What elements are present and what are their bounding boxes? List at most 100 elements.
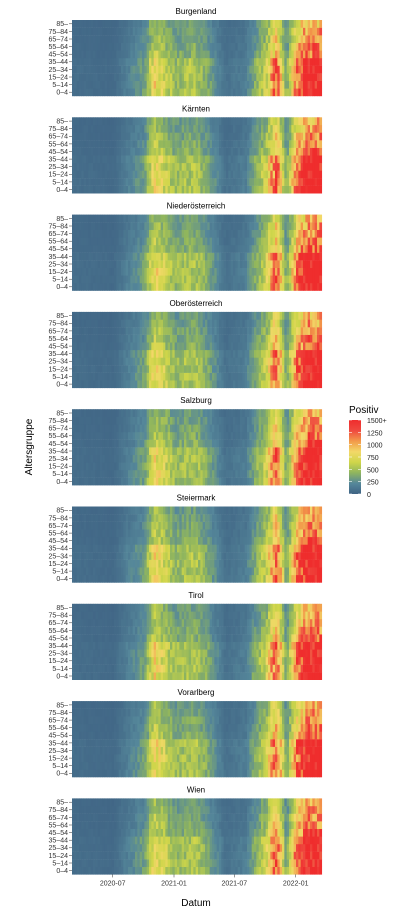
heatmap-cell — [284, 80, 288, 89]
heatmap-cell — [179, 267, 183, 276]
heatmap-cell — [76, 447, 80, 455]
heatmap-cell — [200, 50, 204, 59]
heatmap-cell — [135, 27, 138, 36]
heatmap-cell — [186, 275, 190, 284]
heatmap-cell — [300, 267, 304, 276]
heatmap-cell — [121, 454, 124, 463]
heatmap-cell — [144, 260, 148, 268]
heatmap-cell — [184, 283, 187, 291]
heatmap-cell — [174, 155, 178, 164]
heatmap-cell — [314, 88, 318, 97]
heatmap-cell — [74, 237, 78, 246]
heatmap-cell — [149, 65, 152, 74]
heatmap-cell — [107, 185, 110, 194]
heatmap-cell — [88, 237, 92, 246]
heatmap-cell — [198, 470, 201, 478]
heatmap-cell — [279, 365, 283, 373]
heatmap-cell — [153, 372, 157, 381]
heatmap-cell — [307, 170, 311, 179]
heatmap-cell — [214, 214, 218, 223]
heatmap-cell — [76, 147, 80, 156]
heatmap-cell — [135, 462, 138, 471]
heatmap-cell — [167, 454, 171, 463]
heatmap-cell — [170, 275, 173, 284]
heatmap-cell — [128, 178, 131, 186]
heatmap-cell — [97, 439, 101, 448]
heatmap-cell — [76, 50, 80, 59]
heatmap-cell — [291, 327, 295, 335]
heatmap-cell — [258, 20, 262, 28]
heatmap-cell — [223, 229, 227, 238]
heatmap-cell — [181, 372, 185, 381]
heatmap-cell — [165, 73, 169, 81]
heatmap-cell — [123, 155, 127, 164]
heatmap-cell — [300, 349, 304, 358]
heatmap-cell — [165, 80, 169, 89]
heatmap-cell — [144, 117, 148, 126]
heatmap-cell — [251, 155, 255, 164]
heatmap-cell — [128, 380, 131, 389]
heatmap-cell — [191, 245, 194, 253]
panel-title: Niederösterreich — [167, 202, 226, 211]
heatmap-cell — [153, 185, 157, 194]
heatmap-cell — [144, 252, 148, 261]
heatmap-cell — [76, 27, 80, 36]
heatmap-cell — [228, 349, 232, 358]
heatmap-cell — [153, 229, 157, 238]
heatmap-cell — [179, 58, 183, 66]
heatmap-cell — [305, 80, 309, 89]
heatmap-cell — [181, 27, 185, 36]
heatmap-cell — [90, 162, 94, 171]
heatmap-cell — [139, 357, 143, 366]
heatmap-cell — [156, 80, 159, 89]
heatmap-cell — [237, 20, 241, 28]
heatmap-cell — [240, 342, 243, 351]
heatmap-cell — [95, 35, 99, 43]
heatmap-cell — [317, 50, 320, 59]
heatmap-cell — [216, 185, 220, 194]
heatmap-cell — [205, 58, 208, 66]
heatmap-cell — [233, 214, 236, 223]
heatmap-cell — [128, 117, 131, 126]
heatmap-cell — [284, 349, 288, 358]
heatmap-cell — [198, 311, 201, 320]
heatmap-cell — [130, 432, 134, 440]
heatmap-cell — [212, 58, 215, 66]
heatmap-cell — [97, 80, 101, 89]
heatmap-cell — [95, 470, 99, 478]
heatmap-cell — [303, 20, 306, 28]
heatmap-cell — [125, 432, 129, 440]
heatmap-cell — [191, 327, 194, 335]
heatmap-cell — [228, 42, 232, 51]
heatmap-cell — [76, 73, 80, 81]
heatmap-cell — [100, 65, 103, 74]
heatmap-cell — [221, 65, 225, 74]
heatmap-cell — [237, 372, 241, 381]
heatmap-cell — [198, 35, 201, 43]
heatmap-cell — [191, 447, 194, 455]
heatmap-cell — [291, 80, 295, 89]
heatmap-cell — [251, 35, 255, 43]
heatmap-cell — [83, 424, 87, 433]
heatmap-cell — [86, 357, 89, 366]
heatmap-cell — [226, 319, 229, 328]
heatmap-cell — [214, 283, 218, 291]
heatmap-cell — [83, 454, 87, 463]
heatmap-cell — [151, 462, 155, 471]
heatmap-cell — [130, 65, 134, 74]
heatmap-cell — [195, 252, 199, 261]
heatmap-cell — [303, 275, 306, 284]
heatmap-cell — [79, 477, 82, 486]
y-tick-label: 75–84 — [49, 29, 69, 36]
heatmap-cell — [275, 155, 278, 164]
heatmap-cell — [296, 342, 299, 351]
heatmap-cell — [72, 252, 75, 261]
heatmap-cell — [125, 275, 129, 284]
heatmap-cell — [111, 162, 115, 171]
heatmap-cell — [177, 342, 180, 351]
heatmap-cell — [104, 454, 108, 463]
heatmap-cell — [212, 454, 215, 463]
heatmap-cell — [298, 20, 302, 28]
heatmap-cells — [72, 311, 323, 389]
heatmap-cell — [95, 117, 99, 126]
